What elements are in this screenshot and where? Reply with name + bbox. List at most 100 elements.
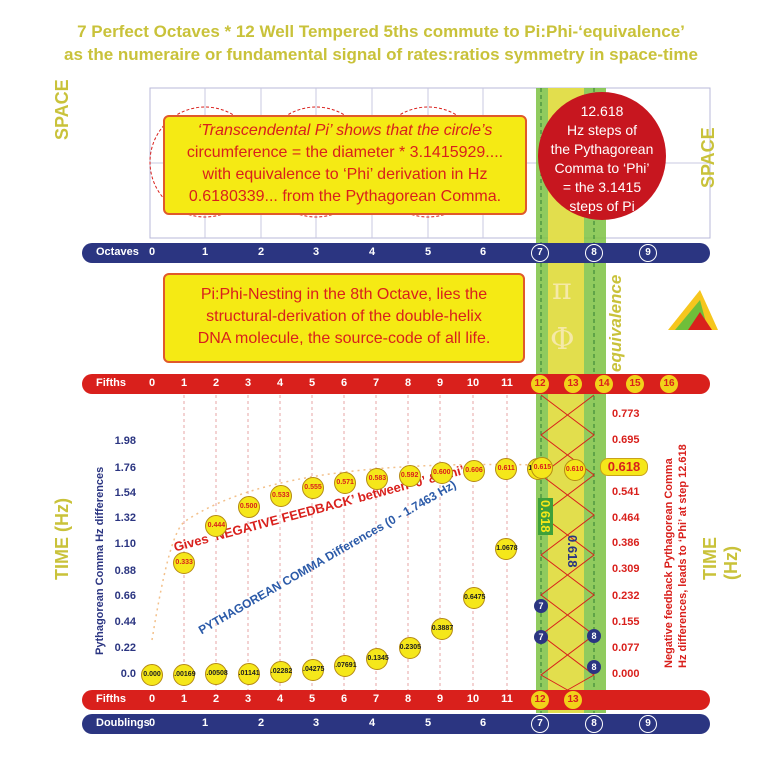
doubling-number: 5	[424, 717, 432, 729]
feedback-data-point: 0.333	[173, 551, 196, 574]
fifth-number: 7	[372, 693, 380, 705]
chart-grid-v	[183, 395, 508, 690]
pi-symbol: π	[552, 272, 572, 307]
feedback-data-point: 0.615	[531, 457, 554, 480]
fifths-bar-bottom: Fifths 0 1 2 3 4 5 6 7 8 9 10 11 12 13	[82, 690, 710, 710]
octaves-bar: Octaves 0 1 2 3 4 5 6 7 8 9	[82, 243, 710, 263]
right-tick: 0.773	[612, 408, 640, 420]
right-tick: 0.232	[612, 590, 640, 602]
feedback-data-point: 0.444	[205, 514, 228, 537]
left-tick: 0.22	[114, 642, 136, 654]
octave-number: 1	[201, 246, 209, 258]
callout-line-4: Comma to ‘Phi’	[554, 160, 650, 176]
feedback-data-point: 0.500	[237, 495, 260, 518]
right-tick: 0.541	[612, 486, 640, 498]
callout-line-5: = the 3.1415	[562, 179, 642, 195]
doubling-number: 6	[479, 717, 487, 729]
comma-data-point: 0.6475	[463, 587, 485, 610]
fifth-number: 9	[436, 377, 444, 389]
comma-data-point: .01141	[237, 662, 260, 685]
doubling-number: 1	[201, 717, 209, 729]
fifth-number: 0	[148, 693, 156, 705]
title-line-1: 7 Perfect Octaves * 12 Well Tempered 5th…	[77, 22, 685, 41]
octave-number: 0	[148, 246, 156, 258]
right-tick: 0.000	[612, 668, 640, 680]
octave-marker: 7	[534, 599, 548, 613]
left-tick: 0.66	[114, 590, 136, 602]
right-tick: 0.309	[612, 563, 640, 575]
left-tick: 1.10	[114, 538, 136, 550]
octave-circled-number: 9	[639, 244, 657, 262]
dna-explanation-box: Pi:Phi-Nesting in the 8th Octave, lies t…	[163, 273, 525, 363]
octave-circled-number: 8	[585, 244, 603, 262]
octave-number: 2	[257, 246, 265, 258]
left-tick: 0.88	[114, 565, 136, 577]
right-tick: 0.155	[612, 616, 640, 628]
pythagorean-comma-callout: 12.618 Hz steps of the Pythagorean Comma…	[538, 92, 666, 220]
pi-box-line-4: 0.6180339... from the Pythagorean Comma.	[188, 188, 502, 205]
right-tick: 0.464	[612, 512, 640, 524]
left-tick: 1.76	[114, 462, 136, 474]
fifth-number: 11	[501, 377, 513, 389]
doublings-label: Doublings	[96, 717, 150, 729]
helix-line-a	[540, 394, 595, 706]
comma-data-point: 0.000	[141, 664, 163, 686]
octave-marker: 8	[587, 660, 601, 674]
fifth-number: 3	[244, 377, 252, 389]
fifth-circled-number: 12	[531, 375, 549, 393]
comma-data-point: .00508	[205, 663, 228, 686]
doubling-circled-number: 8	[585, 715, 603, 733]
left-tick: 0.44	[114, 616, 136, 628]
pi-box-line-3: with equivalence to ‘Phi’ derivation in …	[202, 166, 488, 183]
octaves-label: Octaves	[96, 246, 139, 258]
fifth-number: 11	[501, 693, 513, 705]
comma-data-point: 0.2305	[398, 636, 421, 659]
feedback-data-point: 0.606	[463, 460, 485, 483]
fifth-number: 5	[308, 377, 316, 389]
doubling-circled-number: 7	[531, 715, 549, 733]
callout-line-1: 12.618	[580, 103, 624, 119]
pi-box-line-1: ‘Transcendental Pi’ shows that the circl…	[197, 122, 493, 139]
fifth-circled-number: 16	[660, 375, 678, 393]
doublings-bar: Doublings 0 1 2 3 4 5 6 7 8 9	[82, 714, 710, 734]
octave-number: 6	[479, 246, 487, 258]
pi-box-line-2: circumference = the diameter * 3.1415929…	[186, 144, 504, 161]
callout-line-6: steps of Pi	[569, 198, 635, 214]
fifth-number: 1	[180, 377, 188, 389]
helix-line-b	[540, 394, 595, 706]
feedback-data-point: 0.600	[430, 462, 453, 485]
octave-number: 5	[424, 246, 432, 258]
right-tick: 0.386	[612, 537, 640, 549]
callout-line-2: Hz steps of	[566, 122, 638, 138]
fifth-number: 10	[466, 693, 480, 705]
fifth-number: 9	[436, 693, 444, 705]
doubling-number: 2	[257, 717, 265, 729]
fifth-number: 2	[212, 377, 220, 389]
fifth-number: 8	[404, 693, 412, 705]
dna-box-line-3: DNA molecule, the source-code of all lif…	[197, 330, 491, 347]
feedback-data-point: 0.583	[366, 467, 389, 490]
octave-number: 3	[312, 246, 320, 258]
comma-data-point: .04275	[302, 658, 324, 681]
fifth-number: 0	[148, 377, 156, 389]
left-tick: 1.32	[114, 512, 136, 524]
fifth-number: 2	[212, 693, 220, 705]
octave-circled-number: 7	[531, 244, 549, 262]
dna-box-line-2: structural-derivation of the double-heli…	[206, 308, 482, 325]
fifth-number: 4	[276, 693, 284, 705]
right-tick: 0.077	[612, 642, 640, 654]
left-tick: 1.54	[114, 487, 136, 499]
fifth-circled-number: 12	[531, 691, 549, 709]
comma-data-point: .02282	[269, 661, 292, 684]
feedback-data-point: 0.611	[495, 458, 518, 481]
dna-box-line-1: Pi:Phi-Nesting in the 8th Octave, lies t…	[200, 286, 488, 303]
doubling-number: 4	[368, 717, 376, 729]
phi-value-highlight: 0.618	[600, 458, 648, 476]
right-tick: 0.695	[612, 434, 640, 446]
fifth-number: 4	[276, 377, 284, 389]
doubling-number: 3	[312, 717, 320, 729]
octave-marker: 8	[587, 629, 601, 643]
fifth-number: 6	[340, 377, 348, 389]
octave-marker: 7	[534, 630, 548, 644]
